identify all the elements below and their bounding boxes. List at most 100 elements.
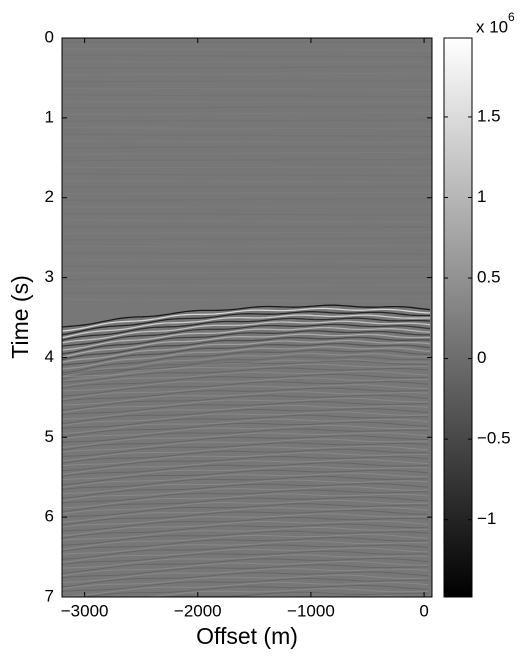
seismic-reflection bbox=[62, 564, 429, 579]
x-tick-label: −3000 bbox=[61, 601, 109, 620]
seismic-reflection bbox=[62, 526, 428, 541]
seismic-reflection bbox=[62, 544, 429, 560]
noise-line bbox=[62, 100, 432, 103]
seismic-event bbox=[62, 356, 431, 380]
colorbar-exponent: 6 bbox=[508, 10, 515, 24]
noise-line bbox=[62, 226, 432, 228]
seismic-reflection bbox=[62, 507, 429, 523]
seismic-reflection bbox=[62, 404, 429, 420]
noise-line bbox=[62, 284, 432, 287]
seismic-reflection bbox=[62, 483, 429, 499]
seismic-reflection bbox=[62, 550, 429, 565]
seismic-reflection bbox=[62, 424, 429, 440]
seismic-reflection bbox=[62, 503, 429, 518]
noise-line bbox=[62, 94, 432, 98]
x-tick-label: −2000 bbox=[174, 601, 222, 620]
seismic-event bbox=[62, 317, 431, 341]
seismic-reflection bbox=[62, 370, 429, 387]
colorbar-tick-label: −1 bbox=[477, 509, 496, 528]
seismic-reflection bbox=[62, 459, 429, 475]
noise-line bbox=[62, 146, 432, 149]
noise-line bbox=[62, 48, 432, 51]
seismic-reflection bbox=[62, 520, 429, 537]
seismic-reflection bbox=[62, 486, 429, 502]
seismic-reflection bbox=[62, 435, 429, 451]
seismic-reflection bbox=[62, 479, 429, 495]
seismic-reflection bbox=[62, 394, 429, 411]
y-tick-label: 6 bbox=[45, 507, 54, 526]
noise-line bbox=[62, 140, 432, 143]
seismic-reflection bbox=[62, 578, 428, 592]
seismic-reflection bbox=[62, 561, 428, 577]
seismic-reflection bbox=[62, 373, 429, 389]
noise-line bbox=[62, 106, 432, 109]
noise-line bbox=[62, 277, 432, 281]
noise-line bbox=[62, 237, 432, 241]
seismic-reflection bbox=[62, 381, 429, 397]
seismic-event bbox=[62, 342, 431, 366]
seismic-reflection bbox=[62, 499, 429, 515]
noise-line bbox=[62, 66, 432, 69]
seismic-reflection bbox=[62, 509, 429, 526]
x-axis-label: Offset (m) bbox=[196, 623, 298, 649]
seismic-reflection bbox=[62, 411, 429, 426]
seismic-reflection bbox=[62, 421, 429, 438]
seismic-reflection bbox=[62, 571, 429, 588]
seismic-reflection bbox=[62, 428, 429, 443]
noise-line bbox=[62, 54, 432, 58]
seismic-reflection bbox=[62, 517, 429, 532]
seismic-reflection bbox=[62, 448, 429, 464]
seismic-reflection bbox=[62, 472, 429, 489]
y-tick-label: 0 bbox=[45, 27, 54, 46]
seismic-event bbox=[62, 339, 431, 363]
noise-line bbox=[62, 151, 432, 155]
colorbar-tick-label: 1 bbox=[477, 187, 486, 206]
seismic-reflection bbox=[62, 469, 429, 486]
seismic-reflection bbox=[62, 540, 429, 555]
seismic-event bbox=[62, 311, 430, 336]
seismic-reflection bbox=[62, 537, 429, 552]
seismic-reflection bbox=[62, 367, 429, 383]
seismic-reflection bbox=[62, 397, 429, 414]
noise-line bbox=[62, 80, 432, 83]
colorbar-tick-label: −0.5 bbox=[477, 429, 511, 448]
seismic-reflection bbox=[62, 414, 429, 429]
seismic-reflection bbox=[62, 391, 429, 406]
seismic-reflection bbox=[62, 438, 428, 453]
seismic-reflection bbox=[62, 558, 429, 574]
noise-line bbox=[62, 213, 432, 216]
colorbar-tick-label: 0.5 bbox=[477, 268, 501, 287]
colorbar-multiplier: x 10 bbox=[476, 17, 508, 36]
seismic-event bbox=[62, 326, 431, 351]
noise-line bbox=[62, 292, 432, 294]
seismic-reflection bbox=[62, 513, 429, 528]
seismic-reflection bbox=[62, 408, 429, 425]
noise-line bbox=[62, 180, 432, 183]
seismic-event bbox=[62, 314, 430, 339]
noise-line bbox=[62, 265, 432, 268]
seismic-reflection bbox=[62, 475, 429, 490]
seismic-reflection bbox=[62, 534, 429, 550]
seismic-reflection bbox=[62, 363, 428, 378]
y-tick-label: 1 bbox=[45, 107, 54, 126]
seismic-event bbox=[62, 346, 431, 370]
seismic-reflection bbox=[62, 432, 429, 448]
seismic-reflection bbox=[62, 462, 429, 477]
seismic-reflection bbox=[62, 554, 429, 569]
noise-line bbox=[62, 133, 432, 137]
seismic-texture bbox=[62, 41, 432, 597]
colorbar bbox=[443, 37, 473, 598]
noise-line bbox=[62, 158, 432, 162]
colorbar-tick-label: 1.5 bbox=[477, 106, 501, 125]
noise-line bbox=[62, 259, 432, 263]
noise-line bbox=[62, 119, 432, 122]
seismic-event bbox=[62, 320, 431, 344]
colorbar-tick-label: 0 bbox=[477, 348, 486, 367]
seismic-reflection bbox=[62, 445, 429, 462]
seismic-reflection bbox=[62, 418, 429, 434]
y-tick-label: 2 bbox=[45, 187, 54, 206]
seismic-reflection bbox=[62, 523, 428, 539]
noise-line bbox=[62, 252, 432, 255]
y-tick-label: 4 bbox=[45, 347, 54, 366]
